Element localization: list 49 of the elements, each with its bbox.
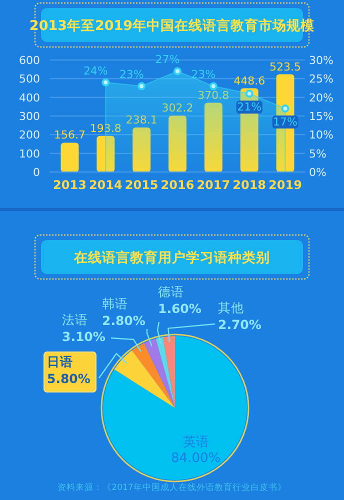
y2-tick-label: 0% [309,166,326,179]
text: 资料来源：《2017年中国成人在线外语教育行业白皮书》 [58,482,286,493]
x-tick-label: 2016 [160,178,194,192]
y-tick-label: 100 [19,147,40,160]
data-label: 523.5 [269,60,301,74]
y-tick-label: 600 [19,54,40,67]
data-label: 17% [273,116,298,129]
data-label: 193.8 [90,122,122,135]
slice-label: 英语 [182,434,209,450]
slice-label: 法语 [62,312,88,327]
data-label: 370.8 [198,88,230,102]
data-label: 84.00% [171,450,221,466]
data-label: 5.80% [47,371,91,386]
data-label: 1.60% [158,301,202,316]
slice-label: 其他 [218,300,244,315]
y-tick-label: 0 [33,166,40,179]
data-label: 238.1 [126,114,158,127]
chart-title: 2013年至2019年中国在线语言教育市场规模 [29,17,316,34]
data-label: 21% [237,100,262,114]
data-label: 2.80% [102,313,146,328]
x-tick-label: 2017 [196,178,230,192]
data-label: 448.6 [234,74,266,88]
x-tick-label: 2019 [268,178,302,192]
slice-label: 德语 [158,284,184,299]
data-label: 156.7 [54,128,86,142]
data-label: 27% [155,53,180,66]
x-tick-label: 2018 [232,178,266,192]
y2-tick-label: 10% [309,128,334,142]
data-label: 2.70% [218,317,262,332]
y2-tick-label: 5% [309,147,326,160]
x-tick-label: 2015 [124,178,158,192]
y2-tick-label: 30% [309,54,334,67]
data-label: 3.10% [62,329,106,344]
data-label: 23% [191,68,216,82]
y-tick-label: 400 [19,91,40,104]
chart-title: 在线语言教育用户学习语种类别 [73,249,270,266]
y-tick-label: 300 [19,110,40,123]
y-tick-label: 500 [19,72,40,86]
slice-label: 韩语 [102,296,128,311]
x-tick-label: 2013 [53,178,86,192]
y2-tick-label: 20% [309,91,334,104]
y2-tick-label: 25% [309,72,334,86]
y2-tick-label: 15% [309,110,334,123]
data-label: 23% [119,68,144,82]
data-label: 302.2 [162,102,194,115]
data-label: 24% [83,64,108,78]
y-tick-label: 200 [19,128,40,142]
slice-label: 日语 [47,354,73,369]
x-tick-label: 2014 [88,178,122,192]
